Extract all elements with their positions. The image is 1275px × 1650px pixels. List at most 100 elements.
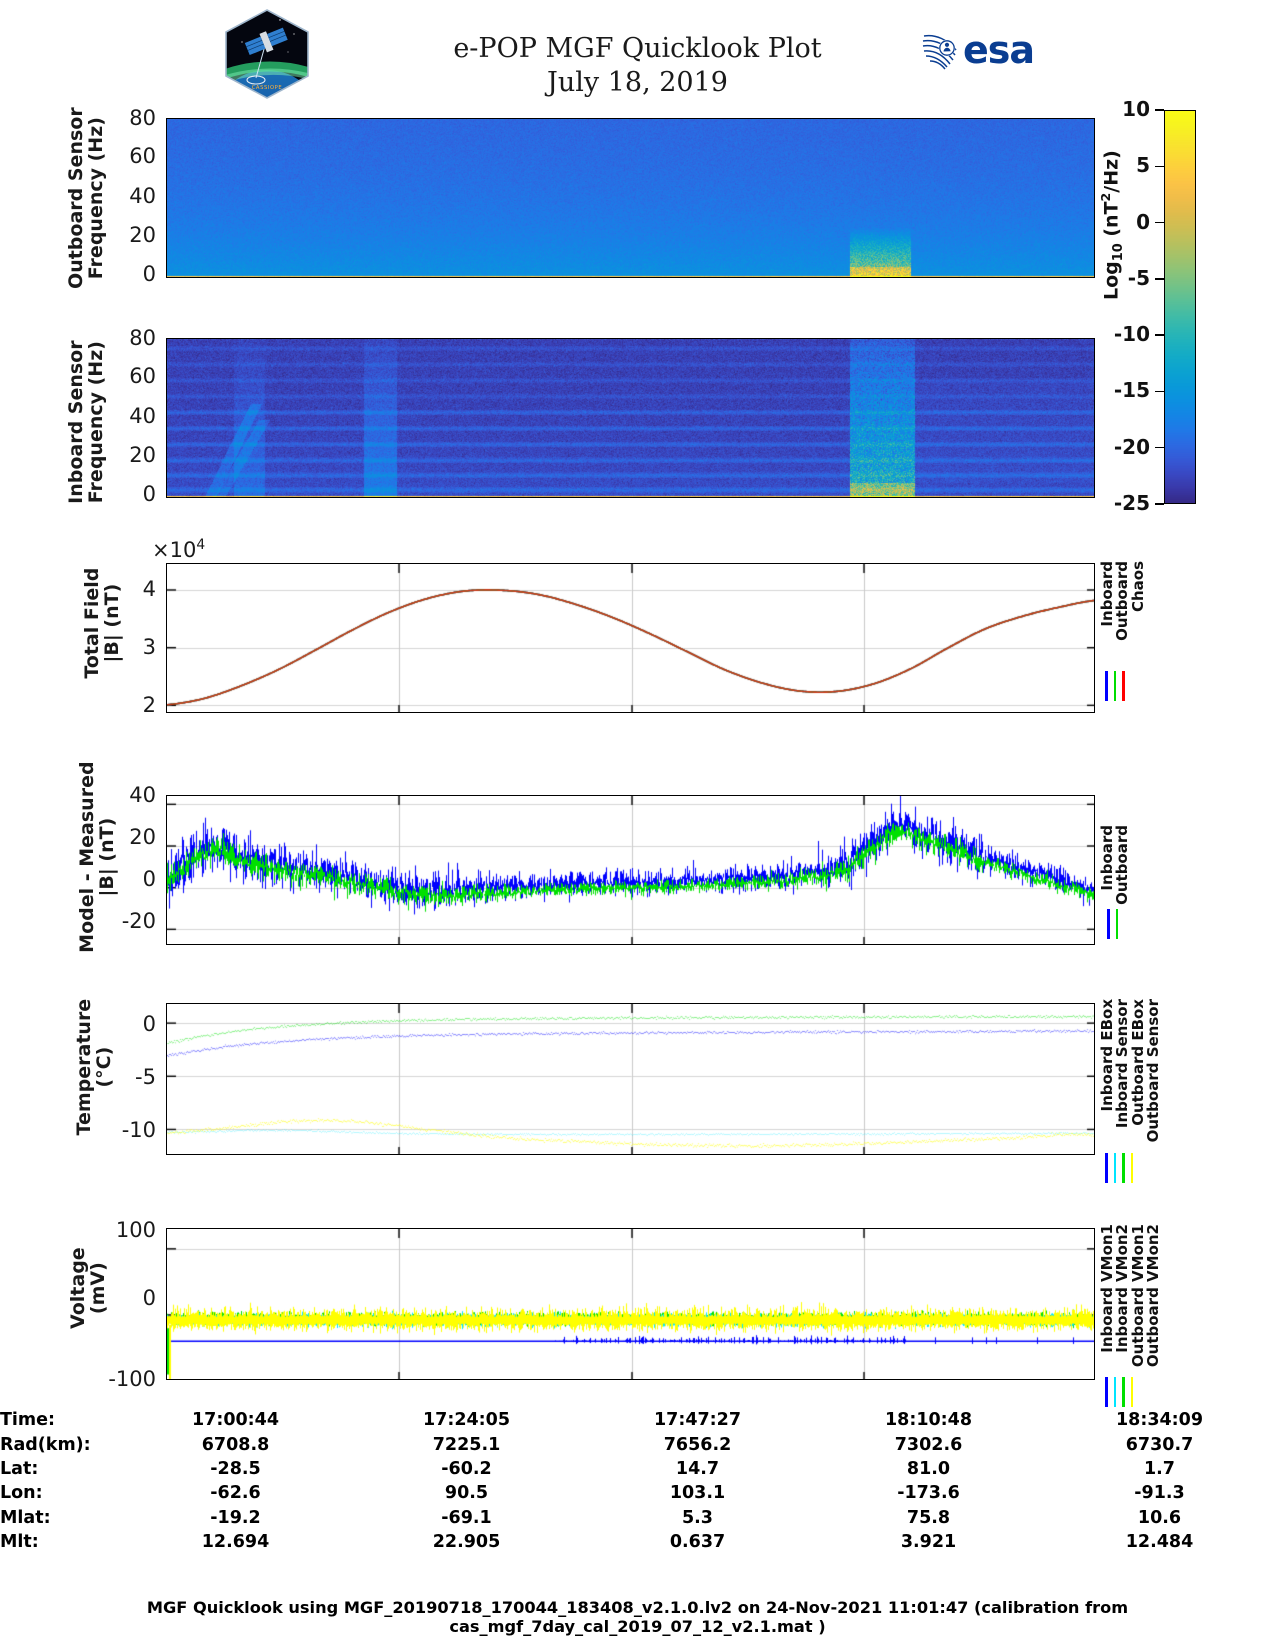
temperature-legend-inboard-ebox: Inboard EBox (1098, 999, 1116, 1112)
table-cell: 10.6 (1137, 1507, 1182, 1528)
total-field-ytick-3: 3 (142, 635, 156, 659)
table-cell: 0.637 (669, 1532, 726, 1553)
voltage-legend-outboard-vmon1: Outboard VMon1 (1128, 1224, 1147, 1368)
table-row: Rad(km): 6708.8 7225.1 7656.2 7302.6 6730.7 (0, 1432, 1275, 1456)
voltage-legend-inboard-vmon1: Inboard VMon1 (1098, 1224, 1116, 1353)
model-measured-legend-swatches (1107, 909, 1119, 939)
temperature-plot (166, 1003, 1095, 1155)
ephemeris-table: Time: 17:00:44 17:24:05 17:47:27 18:10:48 18:… (0, 1408, 1275, 1554)
table-cell: 6708.8 (201, 1434, 270, 1455)
panel-inboard-spectrogram: Inboard Sensor Frequency (Hz) 80 60 40 2… (0, 326, 1160, 510)
table-row-label: Lat: (0, 1458, 39, 1479)
model-measured-legend-outboard: Outboard (1113, 825, 1132, 905)
temperature-legend-outboard-ebox: Outboard EBox (1128, 999, 1147, 1126)
table-cell: 14.7 (675, 1458, 720, 1479)
table-cell: 17:00:44 (191, 1410, 280, 1431)
table-cell: 5.3 (681, 1507, 713, 1528)
inboard-spectrogram-plot (166, 338, 1095, 498)
footer-provenance: MGF Quicklook using MGF_20190718_170044_… (146, 1598, 1129, 1636)
colorbar-tickmark (1155, 503, 1164, 505)
voltage-ytick-0: 0 (142, 1286, 156, 1310)
table-row-label: Mlat: (0, 1507, 51, 1528)
table-cell: 81.0 (906, 1458, 951, 1479)
temperature-ytick-0: 0 (142, 1012, 156, 1036)
colorbar-tickmark (1155, 278, 1164, 280)
colorbar-tickmark (1155, 447, 1164, 449)
panel-model-measured-ylabel: Model - Measured |B| (nT) (75, 761, 118, 953)
voltage-legend-outboard-vmon2: Outboard VMon2 (1143, 1224, 1162, 1368)
temperature-ytick--10: -10 (121, 1118, 156, 1142)
temperature-legend: Outboard Sensor Outboard EBox Inboard Se… (1098, 999, 1162, 1149)
voltage-ytick-100: 100 (115, 1218, 156, 1242)
esa-wordmark: esa (963, 28, 1035, 72)
model-measured-plot (166, 795, 1095, 945)
colorbar-tickmark (1155, 334, 1164, 336)
table-cell: 3.921 (900, 1532, 957, 1553)
esa-logo: esa (922, 28, 1047, 72)
table-cell: 7225.1 (432, 1434, 501, 1455)
panel-model-measured: Model - Measured |B| (nT) 40 20 0 -20 Ou… (0, 761, 1275, 965)
table-row-label: Rad(km): (0, 1434, 91, 1455)
model-measured-ytick-0: 0 (142, 867, 156, 891)
colorbar-tick-label: -5 (1127, 265, 1150, 290)
table-cell: 12.484 (1125, 1532, 1194, 1553)
table-cell: 17:24:05 (422, 1410, 511, 1431)
table-row: Mlat: -19.2 -69.1 5.3 75.8 10.6 (0, 1506, 1275, 1530)
page-title: e-POP MGF Quicklook Plot July 18, 2019 (0, 32, 1275, 100)
esa-emblem-icon (922, 30, 962, 70)
voltage-legend-inboard-vmon2: Inboard VMon2 (1113, 1224, 1132, 1353)
total-field-legend-swatches (1105, 671, 1125, 701)
table-cell: 7302.6 (894, 1434, 963, 1455)
inboard-ytick-20: 20 (129, 443, 156, 467)
voltage-legend-swatches (1105, 1377, 1134, 1407)
voltage-plot (166, 1228, 1095, 1380)
svg-text:CASSIOPE: CASSIOPE (252, 85, 283, 91)
table-cell: -60.2 (441, 1458, 492, 1479)
inboard-ytick-40: 40 (129, 404, 156, 428)
cassiope-mission-logo: CASSIOPE (222, 8, 312, 100)
table-cell: 18:10:48 (884, 1410, 973, 1431)
table-cell: -91.3 (1134, 1483, 1185, 1504)
outboard-ytick-0: 0 (142, 262, 156, 286)
table-row: Mlt: 12.694 22.905 0.637 3.921 12.484 (0, 1530, 1275, 1554)
panel-voltage: Voltage (mV) 100 0 -100 Outboard VMon2 O… (0, 1210, 1275, 1410)
table-row-label: Time: (0, 1410, 56, 1431)
model-measured-ytick--20: -20 (121, 909, 156, 933)
table-row-label: Lon: (0, 1483, 43, 1504)
inboard-ytick-80: 80 (129, 326, 156, 350)
temperature-legend-outboard-sensor: Outboard Sensor (1143, 999, 1162, 1143)
table-cell: 7656.2 (663, 1434, 732, 1455)
outboard-ytick-60: 60 (129, 144, 156, 168)
title-line-2: July 18, 2019 (547, 67, 728, 98)
table-cell: -173.6 (897, 1483, 960, 1504)
panel-total-field: Total Field |B| (nT) ×104 4 3 2 Chaos Ou… (0, 537, 1275, 735)
total-field-ytick-4: 4 (142, 577, 156, 601)
table-cell: 75.8 (906, 1507, 951, 1528)
title-line-1: e-POP MGF Quicklook Plot (453, 33, 822, 64)
colorbar-tickmark (1155, 221, 1164, 224)
table-row: Time: 17:00:44 17:24:05 17:47:27 18:10:48 18:… (0, 1408, 1275, 1432)
model-measured-legend-inboard: Inboard (1098, 825, 1116, 891)
total-field-plot (166, 563, 1095, 713)
table-cell: -19.2 (210, 1507, 261, 1528)
inboard-ytick-60: 60 (129, 364, 156, 388)
colorbar-tick-label: 5 (1136, 153, 1150, 178)
colorbar-tick-label: 0 (1136, 209, 1150, 234)
colorbar-tickmark (1155, 109, 1164, 111)
colorbar-tick-label: -10 (1113, 322, 1150, 347)
table-cell: -62.6 (210, 1483, 261, 1504)
colorbar-tick-label: -25 (1113, 491, 1150, 515)
total-field-ytick-2: 2 (142, 693, 156, 717)
panel-outboard-spectrogram: Outboard Sensor Frequency (Hz) 80 60 40 … (0, 106, 1160, 289)
table-cell: 22.905 (432, 1532, 501, 1553)
total-field-axis-multiplier: ×104 (152, 537, 206, 562)
outboard-ytick-80: 80 (129, 106, 156, 130)
panel-temperature: Temperature (°C) 0 -5 -10 Outboard Senso… (0, 995, 1275, 1183)
table-row: Lon: -62.6 90.5 103.1 -173.6 -91.3 (0, 1481, 1275, 1505)
table-row: Lat: -28.5 -60.2 14.7 81.0 1.7 (0, 1457, 1275, 1481)
temperature-legend-inboard-sensor: Inboard Sensor (1113, 999, 1132, 1129)
model-measured-ytick-20: 20 (129, 825, 156, 849)
table-cell: -69.1 (441, 1507, 492, 1528)
table-cell: 1.7 (1143, 1458, 1175, 1479)
colorbar-gradient (1164, 110, 1196, 504)
